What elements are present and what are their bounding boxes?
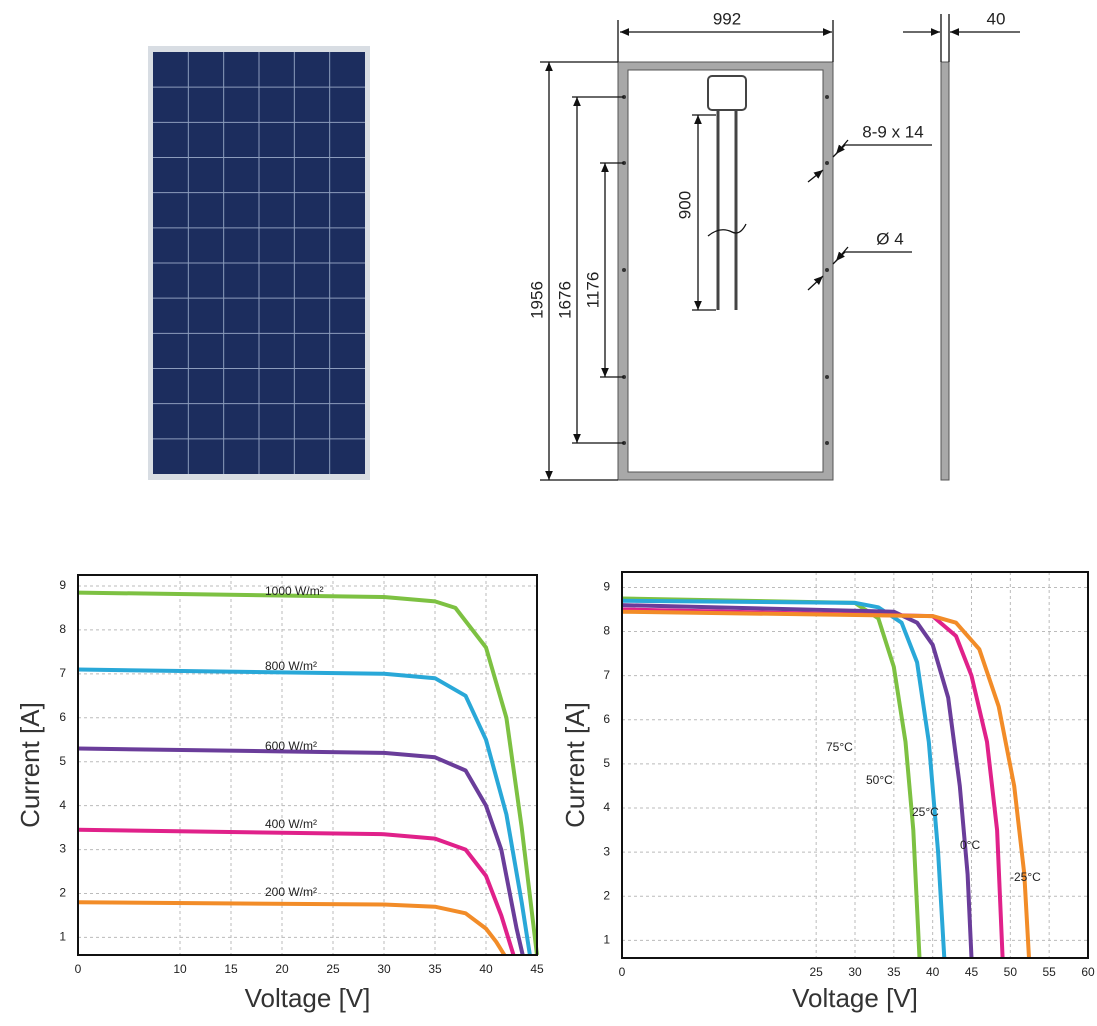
x-tick-label: 35 (887, 965, 901, 979)
x-tick-label: 45 (530, 962, 544, 976)
x-tick-label: 15 (224, 962, 238, 976)
dimension-label: 992 (713, 9, 741, 28)
curve-label: 0°C (960, 838, 980, 852)
dimension-label: Ø 4 (876, 229, 903, 248)
x-axis-title: Voltage [V] (792, 983, 918, 1013)
y-tick-label: 1 (603, 933, 610, 947)
x-tick-label: 20 (275, 962, 289, 976)
y-axis-title: Current [A] (560, 702, 590, 828)
y-tick-label: 3 (59, 842, 66, 856)
y-tick-label: 5 (603, 756, 610, 770)
curve-label: 50°C (866, 773, 893, 787)
y-axis-title: Current [A] (15, 702, 45, 828)
y-tick-label: 9 (59, 578, 66, 592)
x-tick-label: 0 (75, 962, 82, 976)
y-tick-label: 4 (59, 798, 66, 812)
x-tick-label: 0 (619, 965, 626, 979)
curve (77, 900, 507, 957)
curve-label: 800 W/m² (265, 659, 317, 673)
y-tick-label: 7 (603, 668, 610, 682)
curve-label: 200 W/m² (265, 885, 317, 899)
x-tick-label: 40 (479, 962, 493, 976)
x-tick-label: 50 (1004, 965, 1018, 979)
curve-label: 25°C (912, 805, 939, 819)
x-tick-label: 35 (428, 962, 442, 976)
x-tick-label: 40 (926, 965, 940, 979)
dimension-label: 1676 (555, 281, 574, 319)
y-tick-label: 1 (59, 930, 66, 944)
panel-photo (148, 46, 370, 480)
y-tick-label: 3 (603, 844, 610, 858)
dimension-drawing: 992 40 1956 1676 1176 900 8-9 x 14 Ø 4 (527, 9, 1020, 481)
x-tick-label: 30 (377, 962, 391, 976)
x-tick-label: 10 (173, 962, 187, 976)
curve-label: 600 W/m² (265, 739, 317, 753)
y-tick-label: 6 (603, 712, 610, 726)
y-tick-label: 2 (59, 886, 66, 900)
curve (621, 609, 1031, 959)
x-tick-label: 55 (1042, 965, 1056, 979)
plot-frame (77, 574, 538, 956)
y-tick-label: 8 (59, 622, 66, 636)
curve (77, 590, 539, 956)
curve-label: 75°C (826, 740, 853, 754)
x-tick-label: 30 (848, 965, 862, 979)
dimension-label: 8-9 x 14 (862, 122, 923, 141)
dimension-label: 1956 (527, 281, 546, 319)
curve (77, 746, 525, 956)
x-tick-label: 60 (1081, 965, 1095, 979)
y-tick-label: 6 (59, 710, 66, 724)
x-tick-label: 25 (326, 962, 340, 976)
curve-label: -25°C (1010, 870, 1041, 884)
curve-label: 1000 W/m² (265, 584, 324, 598)
y-tick-label: 4 (603, 800, 610, 814)
dimension-label: 40 (987, 9, 1006, 28)
x-tick-label: 45 (965, 965, 979, 979)
y-tick-label: 9 (603, 580, 610, 594)
y-tick-label: 5 (59, 754, 66, 768)
plot-frame (621, 571, 1089, 959)
x-axis-title: Voltage [V] (245, 983, 371, 1013)
curve (77, 667, 532, 956)
y-tick-label: 2 (603, 888, 610, 902)
curve-label: 400 W/m² (265, 817, 317, 831)
plot-area (78, 575, 537, 955)
y-tick-label: 7 (59, 666, 66, 680)
y-tick-label: 8 (603, 624, 610, 638)
curve (621, 598, 947, 959)
curve (77, 827, 516, 956)
dimension-label: 1176 (583, 272, 602, 309)
dimension-label: 900 (675, 191, 694, 219)
x-tick-label: 25 (809, 965, 823, 979)
